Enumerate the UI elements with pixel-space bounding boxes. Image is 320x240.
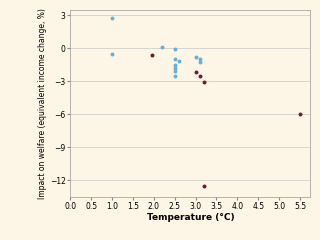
Point [193,71,198,74]
Point [172,74,177,78]
Point [172,47,177,51]
Point [160,45,165,49]
Point [172,63,177,66]
Point [197,60,202,64]
Point [172,57,177,61]
Point [176,60,181,63]
X-axis label: Temperature (°C): Temperature (°C) [147,213,234,222]
Point [297,112,302,116]
Y-axis label: Impact on welfare (equivalent income change, %): Impact on welfare (equivalent income cha… [38,8,47,199]
Point [109,17,115,20]
Point [201,184,206,188]
Point [109,52,115,56]
Point [172,69,177,73]
Point [197,57,202,61]
Point [172,66,177,70]
Point [197,74,202,78]
Point [201,80,206,84]
Point [149,53,154,57]
Point [193,55,198,59]
